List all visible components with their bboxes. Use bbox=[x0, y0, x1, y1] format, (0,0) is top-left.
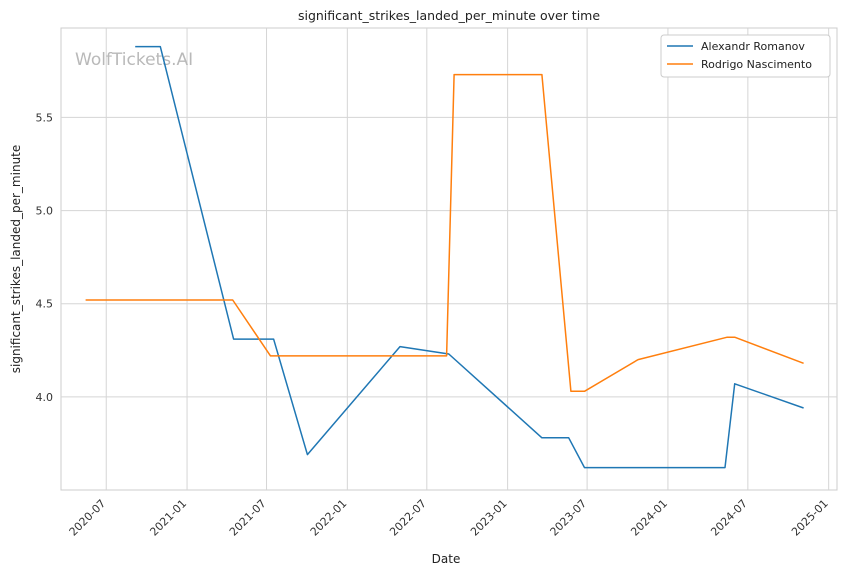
legend-label-nascimento: Rodrigo Nascimento bbox=[701, 58, 812, 71]
x-tick-label: 2021-07 bbox=[227, 497, 269, 539]
y-tick-label: 4.0 bbox=[36, 391, 54, 404]
y-axis-ticks: 4.0 4.5 5.0 5.5 bbox=[36, 111, 54, 403]
x-axis-title: Date bbox=[432, 552, 461, 566]
x-tick-label: 2023-07 bbox=[548, 497, 590, 539]
y-tick-label: 5.5 bbox=[36, 111, 54, 124]
x-tick-label: 2024-01 bbox=[628, 497, 670, 539]
x-tick-label: 2020-07 bbox=[67, 497, 109, 539]
x-tick-label: 2021-01 bbox=[147, 497, 189, 539]
series-layer bbox=[85, 45, 804, 469]
x-tick-label: 2025-01 bbox=[789, 497, 831, 539]
y-axis-title: significant_strikes_landed_per_minute bbox=[9, 145, 23, 374]
legend-label-romanov: Alexandr Romanov bbox=[701, 40, 805, 53]
legend-box bbox=[660, 34, 831, 78]
y-tick-label: 4.5 bbox=[36, 298, 54, 311]
chart-title: significant_strikes_landed_per_minute ov… bbox=[298, 8, 600, 23]
grid-lines bbox=[61, 28, 837, 490]
series-line-0 bbox=[135, 45, 804, 469]
y-tick-label: 5.0 bbox=[36, 205, 54, 218]
x-tick-label: 2024-07 bbox=[708, 497, 750, 539]
watermark: WolfTickets.AI bbox=[75, 50, 193, 70]
x-axis-ticks: 2020-07 2021-01 2021-07 2022-01 2022-07 2023-… bbox=[67, 497, 831, 539]
series-line-1 bbox=[85, 73, 804, 393]
x-tick-label: 2022-07 bbox=[387, 497, 429, 539]
x-tick-label: 2023-01 bbox=[468, 497, 510, 539]
legend: Alexandr Romanov Rodrigo Nascimento bbox=[660, 34, 831, 78]
x-tick-label: 2022-01 bbox=[308, 497, 350, 539]
